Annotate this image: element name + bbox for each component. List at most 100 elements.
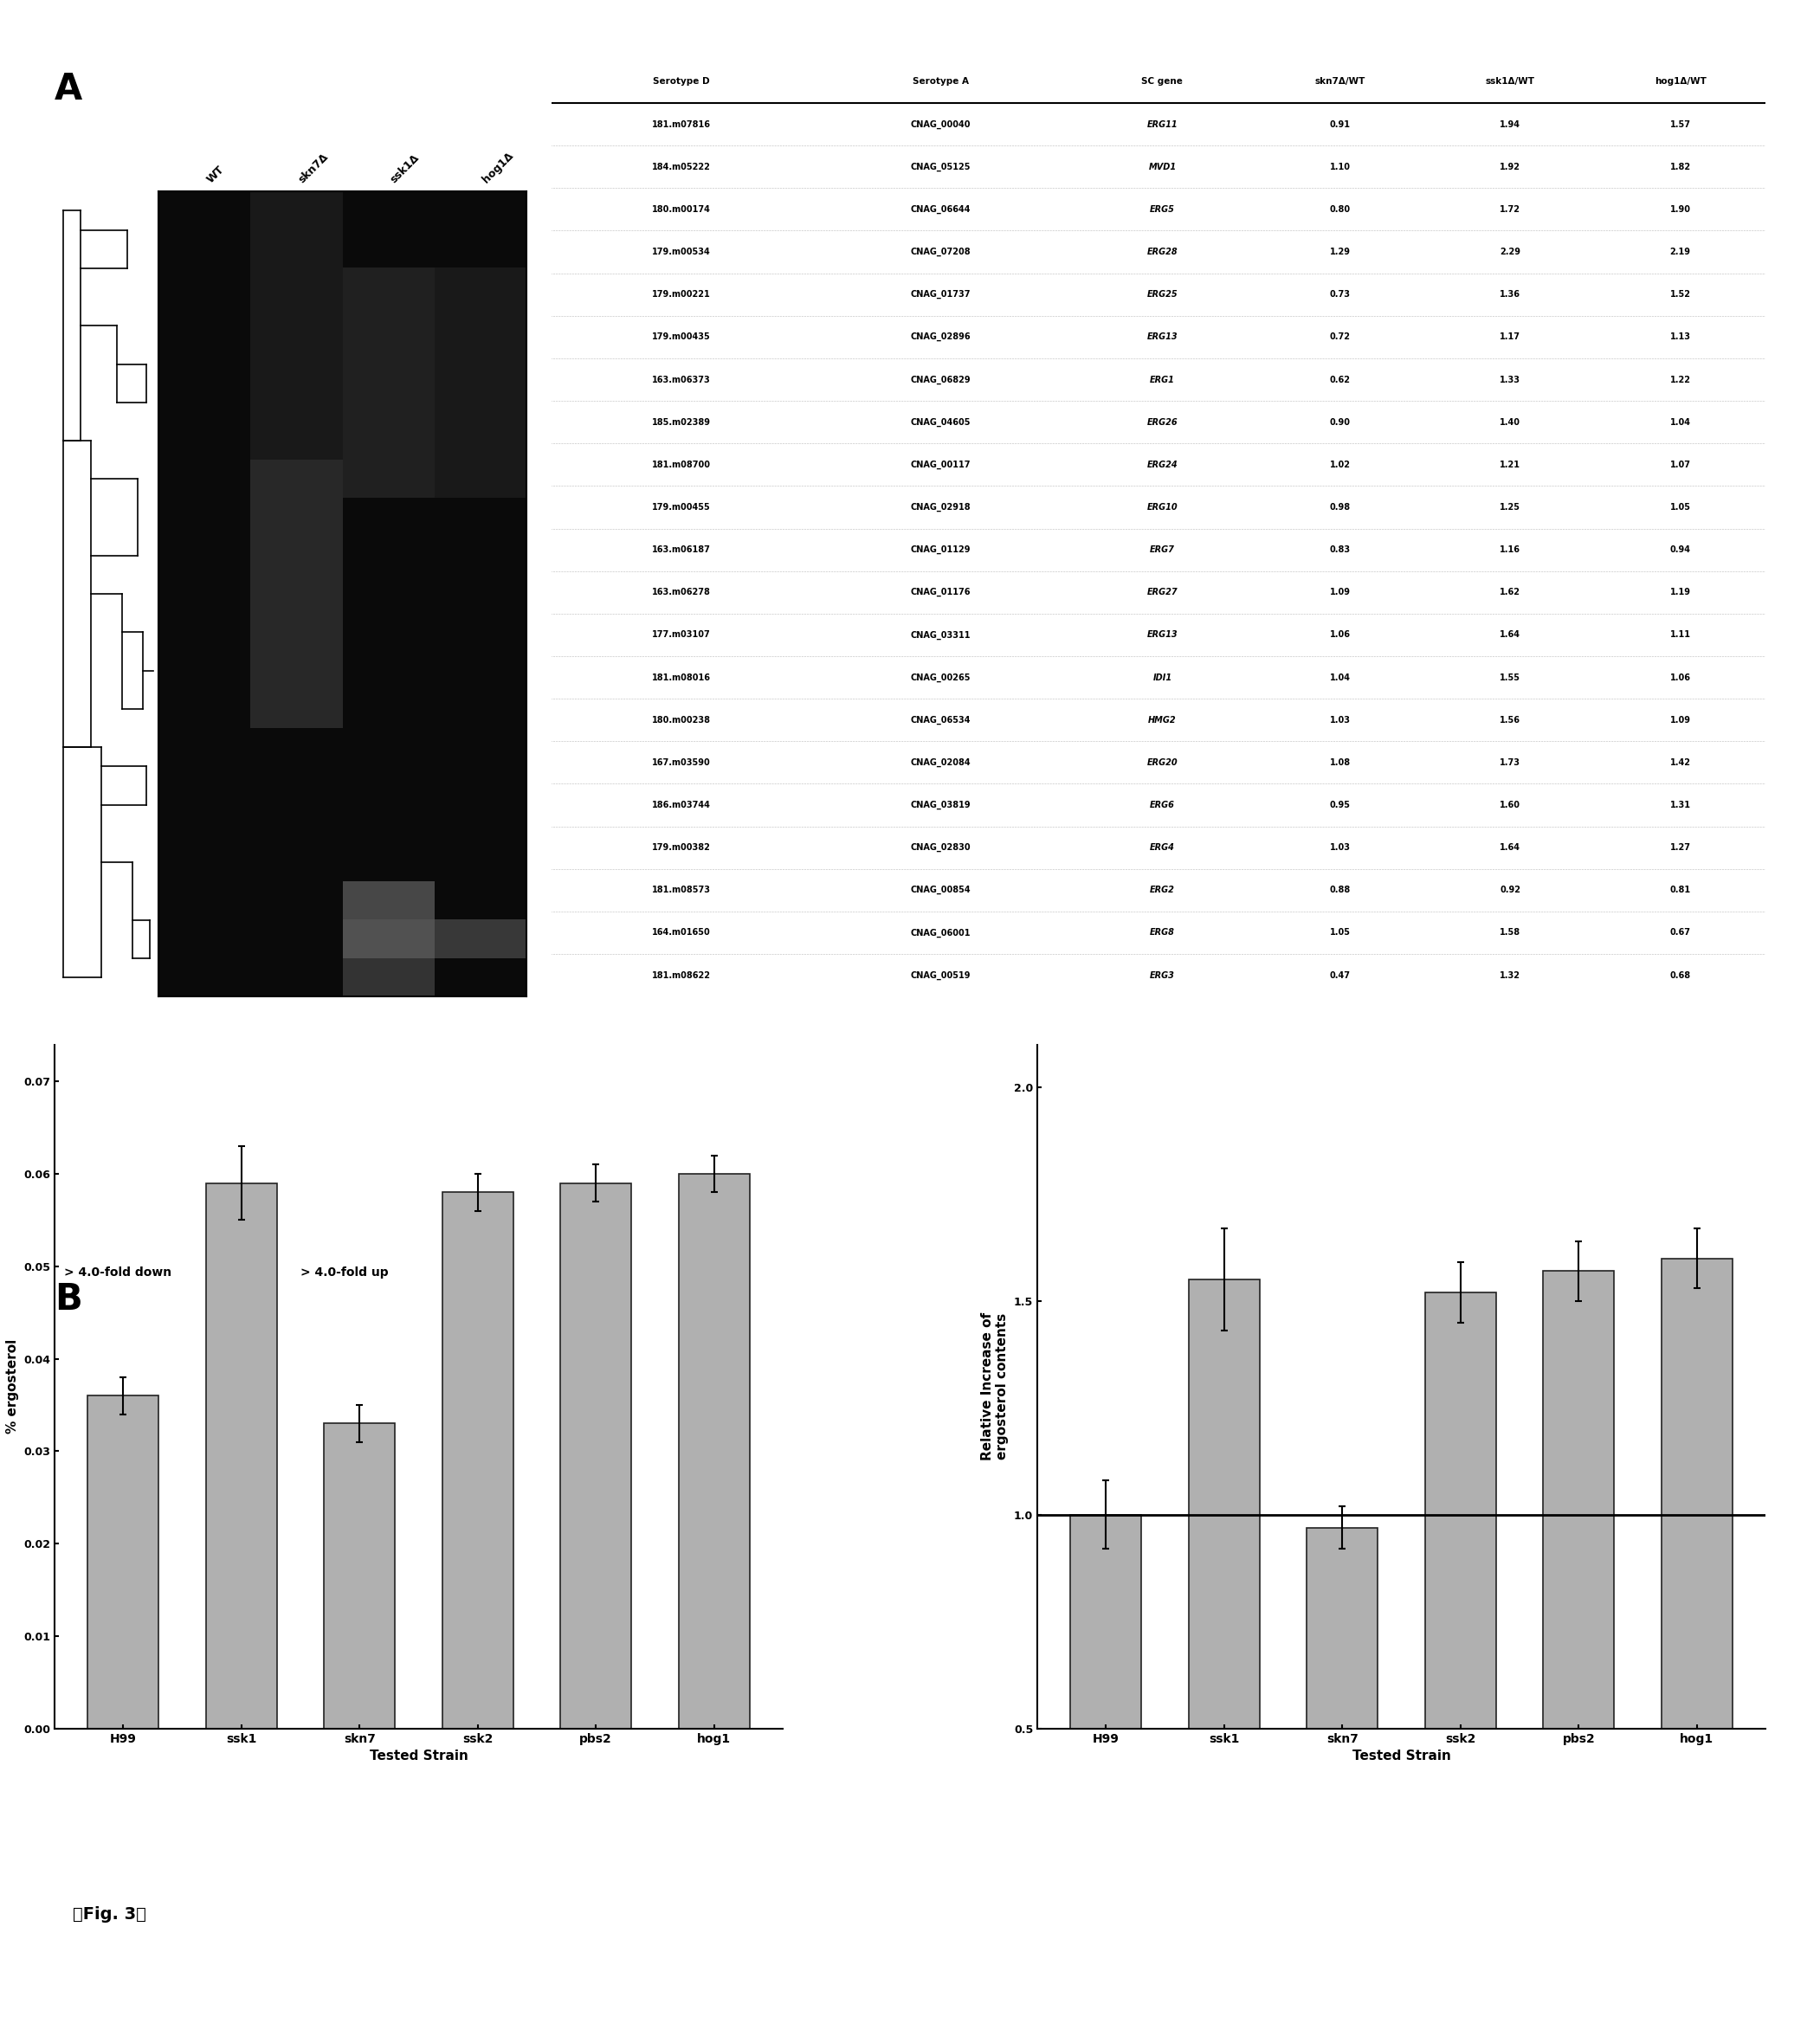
- Text: 1.19: 1.19: [1671, 589, 1691, 597]
- Text: 177.m03107: 177.m03107: [652, 631, 710, 639]
- Text: 0.94: 0.94: [1671, 545, 1691, 555]
- Bar: [1070, 1515, 1141, 1942]
- Text: 0.47: 0.47: [1330, 970, 1350, 980]
- Text: hog1Δ/WT: hog1Δ/WT: [1654, 77, 1705, 87]
- Text: 1.32: 1.32: [1500, 970, 1520, 980]
- Text: 0.80: 0.80: [1329, 206, 1350, 214]
- Text: 180.m00174: 180.m00174: [652, 206, 710, 214]
- Text: ERG25: ERG25: [1147, 290, 1178, 299]
- Bar: [1425, 1293, 1496, 1942]
- Text: 1.33: 1.33: [1500, 375, 1520, 383]
- Bar: [1188, 1279, 1259, 1942]
- Text: 1.64: 1.64: [1500, 631, 1520, 639]
- Text: 163.m06187: 163.m06187: [652, 545, 710, 555]
- Text: 1.03: 1.03: [1330, 843, 1350, 851]
- Text: hog1Δ: hog1Δ: [480, 149, 515, 186]
- Text: ERG5: ERG5: [1150, 206, 1176, 214]
- Text: 1.03: 1.03: [1330, 716, 1350, 724]
- Text: 181.m08573: 181.m08573: [652, 885, 712, 894]
- Text: CNAG_06829: CNAG_06829: [910, 375, 970, 383]
- Text: HMG2: HMG2: [1148, 716, 1176, 724]
- Text: 0.98: 0.98: [1329, 502, 1350, 512]
- Text: 179.m00435: 179.m00435: [652, 333, 710, 341]
- Y-axis label: Relative Increase of
ergosterol contents: Relative Increase of ergosterol contents: [981, 1313, 1008, 1460]
- Text: 181.m08016: 181.m08016: [652, 674, 712, 682]
- Text: 179.m00382: 179.m00382: [652, 843, 710, 851]
- Text: 1.62: 1.62: [1500, 589, 1520, 597]
- Text: CNAG_00040: CNAG_00040: [910, 119, 970, 129]
- Text: CNAG_02084: CNAG_02084: [910, 758, 970, 766]
- Text: skn7Δ: skn7Δ: [297, 151, 331, 186]
- Text: CNAG_00265: CNAG_00265: [910, 674, 970, 682]
- Text: 0.72: 0.72: [1330, 333, 1350, 341]
- Text: 0.90: 0.90: [1330, 418, 1350, 426]
- Text: ERG27: ERG27: [1147, 589, 1178, 597]
- Text: skn7Δ/WT: skn7Δ/WT: [1314, 77, 1365, 87]
- Text: CNAG_00854: CNAG_00854: [910, 885, 970, 896]
- Text: 1.21: 1.21: [1500, 460, 1520, 470]
- Text: 1.31: 1.31: [1671, 801, 1691, 809]
- Text: 1.04: 1.04: [1671, 418, 1691, 426]
- Text: CNAG_04605: CNAG_04605: [910, 418, 970, 426]
- Text: 1.40: 1.40: [1500, 418, 1520, 426]
- Text: B: B: [55, 1281, 82, 1317]
- Text: 184.m05222: 184.m05222: [652, 163, 710, 171]
- Text: 179.m00455: 179.m00455: [652, 502, 710, 512]
- Text: 1.56: 1.56: [1500, 716, 1520, 724]
- Text: ERG8: ERG8: [1150, 928, 1176, 938]
- Text: A: A: [55, 71, 82, 107]
- Text: 181.m08622: 181.m08622: [652, 970, 712, 980]
- Text: 0.62: 0.62: [1330, 375, 1350, 383]
- Text: ERG26: ERG26: [1147, 418, 1178, 426]
- Text: 1.73: 1.73: [1500, 758, 1520, 766]
- Text: CNAG_00117: CNAG_00117: [910, 460, 970, 470]
- Bar: [1543, 1271, 1614, 1942]
- Text: 1.27: 1.27: [1671, 843, 1691, 851]
- Text: ERG1: ERG1: [1150, 375, 1176, 383]
- Text: 0.88: 0.88: [1329, 885, 1350, 894]
- Bar: [1662, 1259, 1733, 1942]
- Text: CNAG_02830: CNAG_02830: [910, 843, 970, 851]
- Text: 1.07: 1.07: [1671, 460, 1691, 470]
- Text: 1.04: 1.04: [1330, 674, 1350, 682]
- Text: 1.42: 1.42: [1671, 758, 1691, 766]
- Text: ERG24: ERG24: [1147, 460, 1178, 470]
- Text: 1.82: 1.82: [1671, 163, 1691, 171]
- Text: IDI1: IDI1: [1152, 674, 1172, 682]
- Text: 181.m08700: 181.m08700: [652, 460, 712, 470]
- Text: 0.83: 0.83: [1329, 545, 1350, 555]
- Text: 179.m00221: 179.m00221: [652, 290, 710, 299]
- Text: 0.92: 0.92: [1500, 885, 1520, 894]
- X-axis label: Tested Strain: Tested Strain: [1352, 1749, 1451, 1763]
- Text: ssk1Δ: ssk1Δ: [388, 151, 422, 186]
- Text: 1.64: 1.64: [1500, 843, 1520, 851]
- Text: CNAG_00519: CNAG_00519: [910, 970, 970, 980]
- Text: 1.10: 1.10: [1330, 163, 1350, 171]
- Text: 179.m00534: 179.m00534: [652, 248, 710, 256]
- Text: 2.29: 2.29: [1500, 248, 1520, 256]
- Text: Serotype D: Serotype D: [653, 77, 710, 87]
- Bar: [1307, 1527, 1378, 1942]
- Text: CNAG_06534: CNAG_06534: [910, 716, 970, 724]
- Text: 163.m06373: 163.m06373: [652, 375, 710, 383]
- Text: ERG2: ERG2: [1150, 885, 1176, 894]
- Text: CNAG_06644: CNAG_06644: [910, 206, 970, 214]
- Text: ERG7: ERG7: [1150, 545, 1176, 555]
- Text: MVD1: MVD1: [1148, 163, 1176, 171]
- Bar: [442, 1192, 513, 1729]
- Bar: [87, 1396, 158, 1729]
- Text: 1.22: 1.22: [1671, 375, 1691, 383]
- Text: 1.13: 1.13: [1671, 333, 1691, 341]
- Text: 1.57: 1.57: [1671, 119, 1691, 129]
- Text: ssk1Δ/WT: ssk1Δ/WT: [1485, 77, 1534, 87]
- Text: ERG13: ERG13: [1147, 631, 1178, 639]
- Text: CNAG_01176: CNAG_01176: [910, 587, 970, 597]
- Text: ERG28: ERG28: [1147, 248, 1178, 256]
- Text: 1.09: 1.09: [1330, 589, 1350, 597]
- Text: 0.95: 0.95: [1330, 801, 1350, 809]
- Text: 186.m03744: 186.m03744: [652, 801, 710, 809]
- Text: 1.94: 1.94: [1500, 119, 1520, 129]
- Bar: [561, 1184, 632, 1729]
- Text: CNAG_01737: CNAG_01737: [910, 290, 970, 299]
- Text: 181.m07816: 181.m07816: [652, 119, 712, 129]
